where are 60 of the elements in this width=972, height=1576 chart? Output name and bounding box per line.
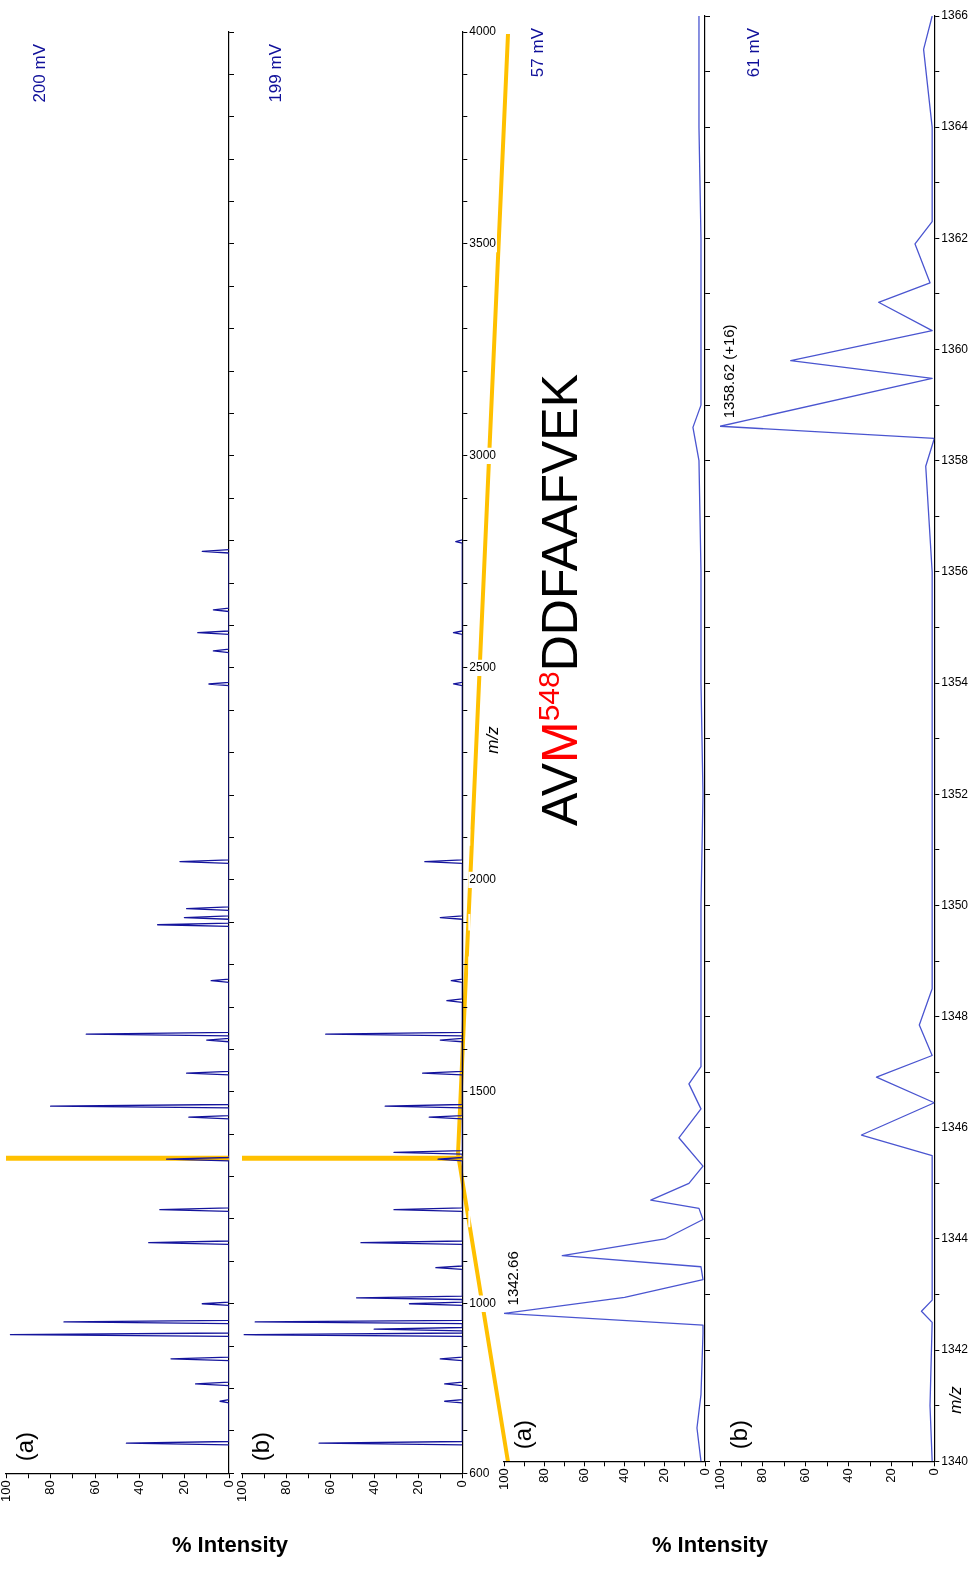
x-tick-label: 20 — [883, 1468, 899, 1483]
y-axis-title: m/z — [483, 726, 503, 754]
x-axis-title: % Intensity — [170, 1532, 290, 1558]
x-tick-label: 80 — [535, 1468, 551, 1483]
x-tick-label: 40 — [131, 1480, 147, 1495]
x-tick-label: 20 — [175, 1480, 191, 1495]
y-tick-label: 3000 — [469, 448, 497, 463]
x-tick-label: 100 — [233, 1480, 249, 1503]
annotation: 1342.66 — [504, 1251, 522, 1306]
x-tick-label: 100 — [0, 1480, 13, 1503]
y-tick-label: 1346 — [941, 1120, 969, 1135]
x-tick-label: 40 — [365, 1480, 381, 1495]
y-tick-label: 1360 — [941, 341, 969, 356]
y-tick-label: 2000 — [469, 872, 497, 887]
x-tick-label: 0 — [220, 1480, 236, 1488]
y-tick-label: 1354 — [941, 675, 969, 690]
y-tick-label: 1500 — [469, 1084, 497, 1099]
x-tick-label: 0 — [925, 1468, 941, 1476]
x-tick-label: 80 — [754, 1468, 770, 1483]
x-tick-label: 60 — [575, 1468, 591, 1483]
x-tick-label: 60 — [797, 1468, 813, 1483]
x-tick-label: 0 — [453, 1480, 469, 1488]
y-tick-label: 1342 — [941, 1342, 969, 1357]
x-tick-label: 80 — [277, 1480, 293, 1495]
y-tick-label: 1000 — [469, 1296, 497, 1311]
y-tick-label: 4000 — [469, 24, 497, 39]
y-tick-label: 2500 — [469, 660, 497, 675]
x-tick-label: 60 — [86, 1480, 102, 1495]
y-tick-label: 3500 — [469, 236, 497, 251]
annotation: 61 mV — [743, 27, 763, 78]
x-tick-label: 20 — [656, 1468, 672, 1483]
y-tick-label: 1350 — [941, 897, 969, 912]
x-axis-title: % Intensity — [650, 1532, 770, 1558]
x-tick-label: 0 — [696, 1468, 712, 1476]
annotation: (b) — [724, 1419, 752, 1450]
y-tick-label: 1358 — [941, 453, 969, 468]
x-tick-label: 100 — [711, 1468, 727, 1491]
y-tick-label: 1366 — [941, 8, 969, 23]
x-tick-label: 80 — [42, 1480, 58, 1495]
y-tick-label: 600 — [469, 1465, 490, 1480]
annotation: (b) — [246, 1431, 274, 1462]
y-tick-label: 1348 — [941, 1008, 969, 1023]
y-tick-label: 1352 — [941, 786, 969, 801]
annotation: 57 mV — [527, 27, 547, 78]
y-tick-label: 1340 — [941, 1453, 969, 1468]
annotation: 1358.62 (+16) — [720, 324, 738, 419]
x-tick-label: 100 — [495, 1468, 511, 1491]
x-tick-label: 40 — [616, 1468, 632, 1483]
y-axis-title: m/z — [946, 1386, 966, 1414]
annotation: 199 mV — [265, 43, 285, 103]
y-tick-label: 1356 — [941, 564, 969, 579]
y-tick-label: 1344 — [941, 1231, 969, 1246]
annotation: 200 mV — [29, 43, 49, 103]
y-tick-label: 1362 — [941, 230, 969, 245]
annotation: (a) — [10, 1431, 38, 1462]
x-tick-label: 60 — [321, 1480, 337, 1495]
x-tick-label: 20 — [409, 1480, 425, 1495]
annotation: (a) — [508, 1419, 536, 1450]
y-tick-label: 1364 — [941, 119, 969, 134]
x-tick-label: 40 — [840, 1468, 856, 1483]
